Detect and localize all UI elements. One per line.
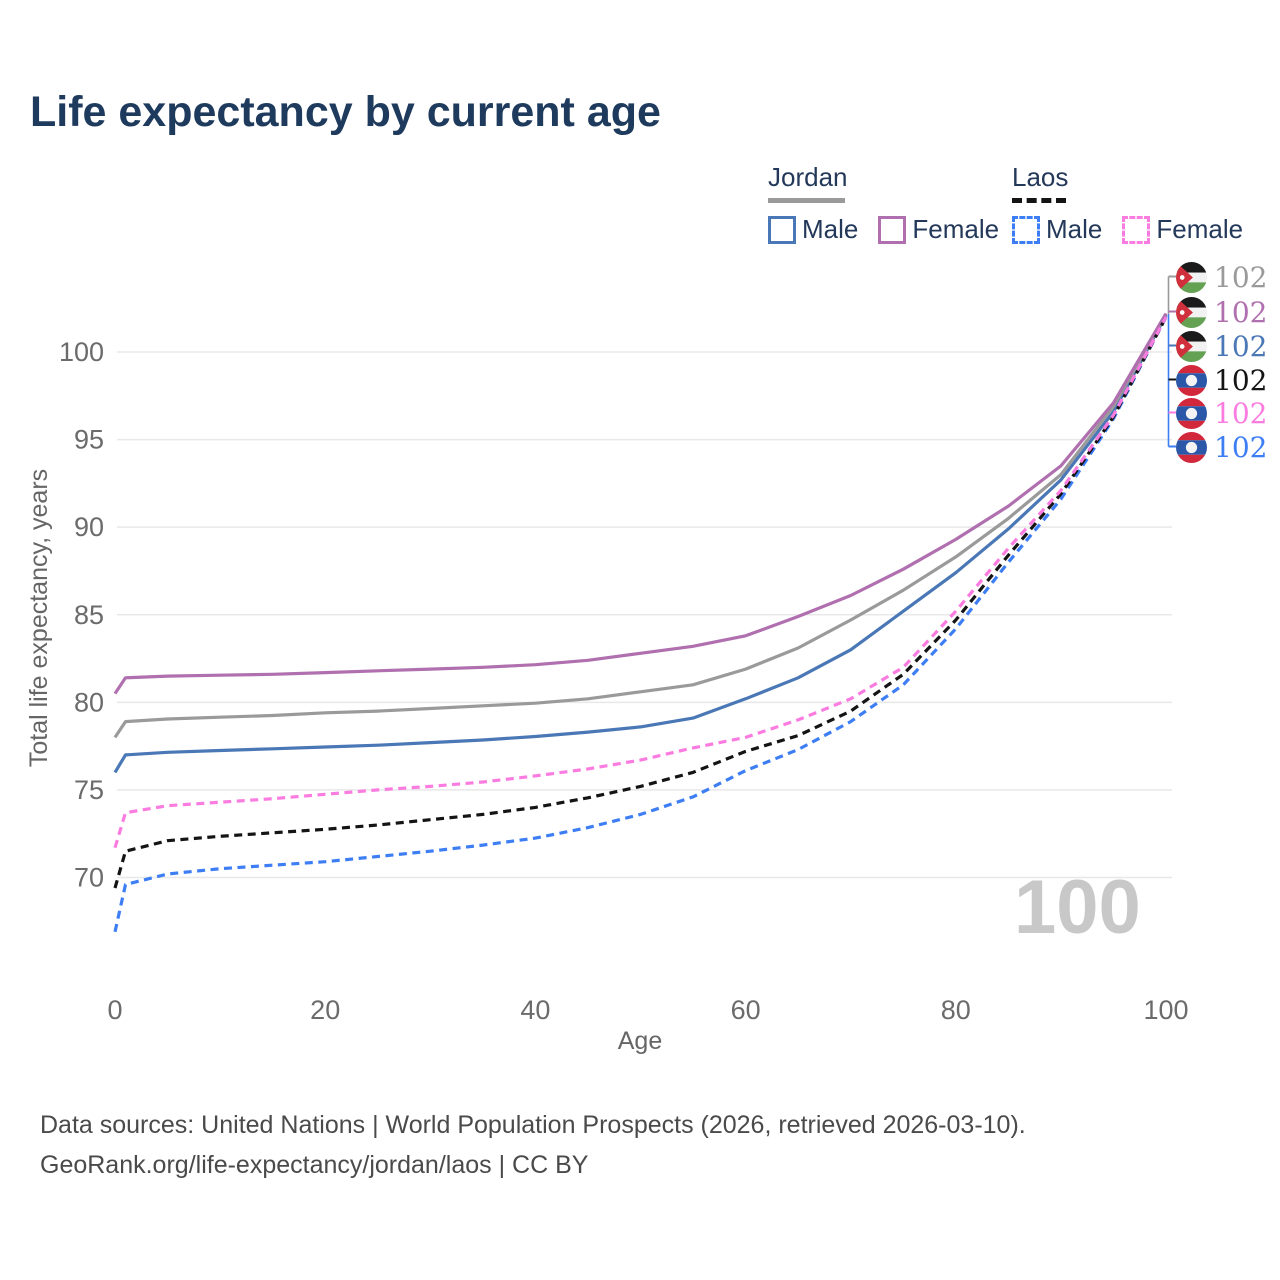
x-tick-label: 40 — [520, 995, 550, 1025]
series-line-laos-all[interactable] — [113, 316, 1168, 889]
end-value: 102 — [1214, 260, 1268, 294]
x-tick-label: 60 — [731, 995, 761, 1025]
y-tick-label: 80 — [74, 687, 104, 717]
laos-flag-icon — [1176, 397, 1207, 429]
series-line-jordan-all[interactable] — [113, 313, 1168, 739]
legend-country-jordan[interactable]: Jordan — [768, 162, 848, 192]
y-tick-label: 75 — [74, 775, 104, 805]
y-tick-label: 85 — [74, 600, 104, 630]
page-title: Life expectancy by current age — [30, 88, 661, 136]
legend-group-jordan: Jordan Male Female — [768, 162, 999, 245]
series-line-laos-female[interactable] — [113, 316, 1168, 849]
x-tick-label: 80 — [941, 995, 971, 1025]
end-value: 102 — [1214, 363, 1268, 397]
x-tick-label: 20 — [310, 995, 340, 1025]
x-axis-title: Age — [618, 1027, 662, 1055]
y-tick-label: 70 — [74, 863, 104, 893]
end-label-row: 102 — [1176, 260, 1268, 294]
x-tick-label: 0 — [107, 995, 122, 1025]
y-tick-label: 90 — [74, 512, 104, 542]
legend-group-laos: Laos Male Female — [1012, 162, 1243, 245]
series-line-jordan-male[interactable] — [113, 314, 1168, 774]
end-value: 102 — [1214, 295, 1268, 329]
legend-label-jordan-male[interactable]: Male — [802, 214, 859, 244]
legend-label-jordan-female[interactable]: Female — [912, 214, 1000, 244]
end-label-row: 102 — [1176, 329, 1268, 363]
end-label-row: 102 — [1176, 430, 1268, 464]
jordan-flag-icon — [1176, 296, 1207, 328]
legend-swatch-laos-male[interactable] — [1012, 215, 1040, 244]
jordan-solid-line-swatch — [768, 198, 845, 203]
footer: Data sources: United Nations | World Pop… — [40, 1105, 1026, 1185]
end-value: 102 — [1214, 329, 1268, 363]
legend-country-laos[interactable]: Laos — [1012, 162, 1069, 192]
legend-swatch-jordan-female[interactable] — [878, 215, 907, 244]
end-value: 102 — [1214, 430, 1268, 464]
legend-label-laos-male[interactable]: Male — [1046, 214, 1103, 244]
end-value: 102 — [1214, 396, 1268, 430]
y-tick-label: 100 — [59, 337, 104, 367]
y-tick-label: 95 — [74, 425, 104, 455]
y-axis-title: Total life expectancy, years — [25, 469, 53, 767]
series-line-laos-male[interactable] — [113, 316, 1168, 933]
legend-swatch-jordan-male[interactable] — [768, 215, 796, 244]
end-label-row: 102 — [1176, 363, 1268, 397]
series-line-jordan-female[interactable] — [113, 312, 1168, 695]
jordan-flag-icon — [1176, 330, 1207, 362]
laos-flag-icon — [1176, 364, 1207, 396]
jordan-flag-icon — [1176, 261, 1207, 293]
data-sources-line: Data sources: United Nations | World Pop… — [40, 1111, 1026, 1139]
source-url-line: GeoRank.org/life-expectancy/jordan/laos … — [40, 1151, 589, 1179]
x-tick-label: 100 — [1143, 995, 1188, 1025]
legend-label-laos-female[interactable]: Female — [1156, 214, 1244, 244]
laos-flag-icon — [1176, 431, 1207, 463]
legend-swatch-laos-female[interactable] — [1122, 215, 1151, 244]
end-label-row: 102 — [1176, 295, 1268, 329]
laos-dashed-line-swatch — [1012, 198, 1066, 203]
end-label-row: 102 — [1176, 396, 1268, 430]
hover-age-watermark: 100 — [1014, 865, 1141, 950]
